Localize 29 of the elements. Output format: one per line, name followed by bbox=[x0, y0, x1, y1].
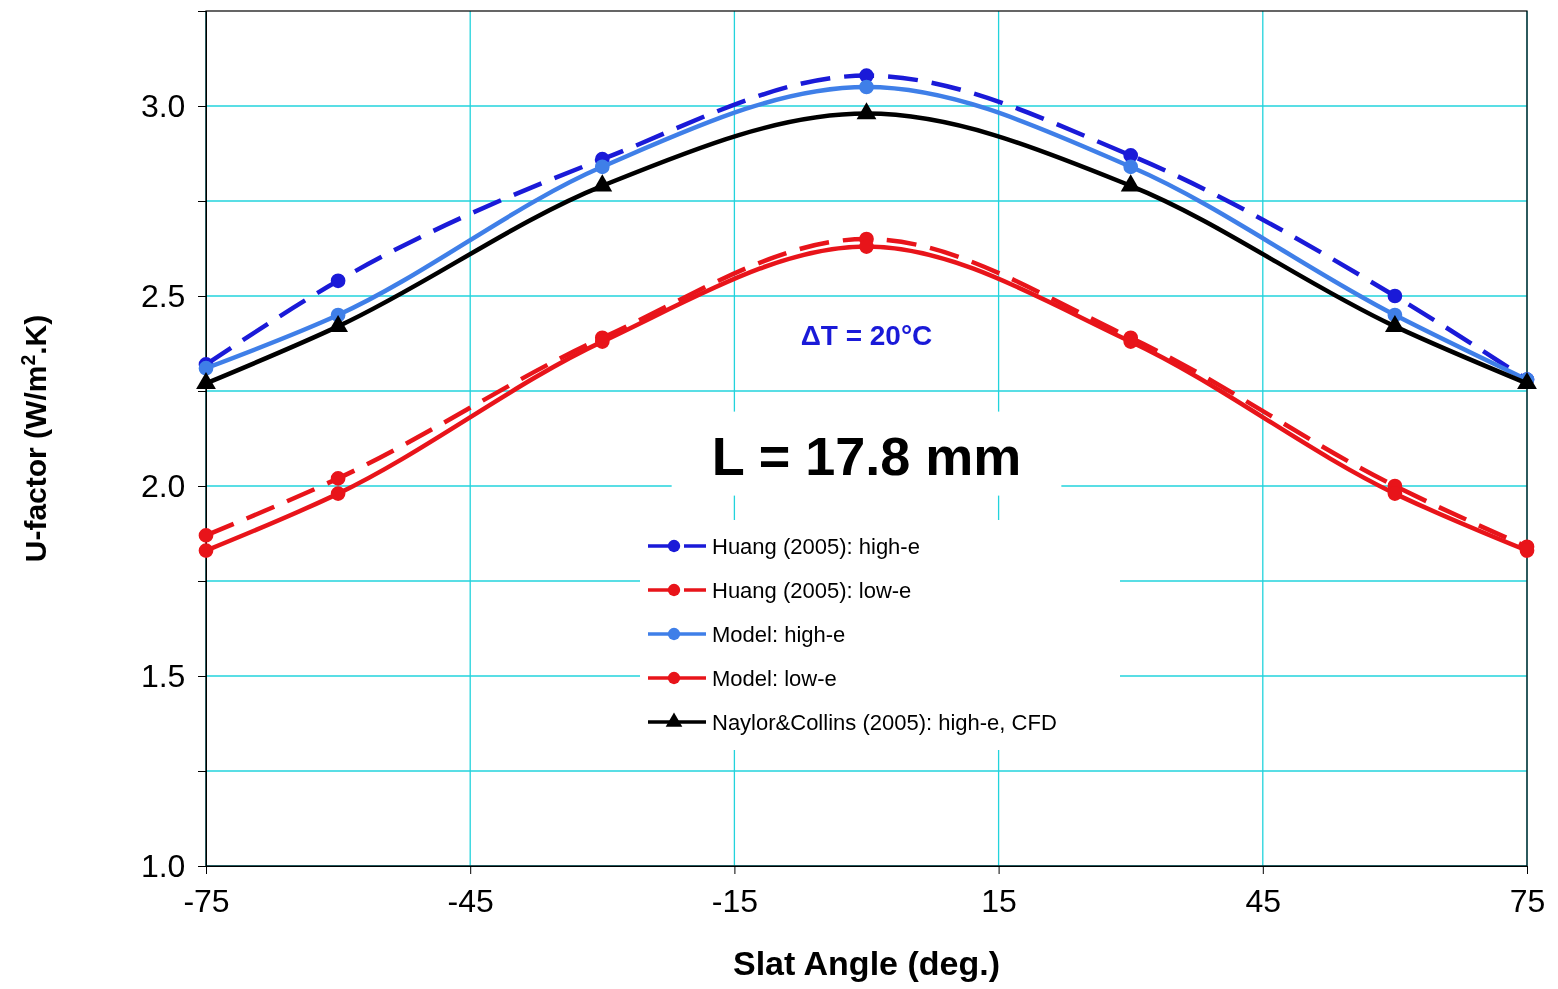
point bbox=[1387, 288, 1403, 304]
point bbox=[1123, 159, 1139, 175]
x-tick-label: -15 bbox=[711, 883, 759, 920]
legend-label: Model: high-e bbox=[712, 622, 846, 647]
point bbox=[330, 486, 346, 501]
y-tick-label: 2.0 bbox=[140, 467, 186, 504]
annotation: ΔT = 20°C bbox=[800, 320, 933, 352]
point bbox=[330, 471, 346, 486]
legend-label: Huang (2005): low-e bbox=[712, 578, 912, 603]
x-tick-label: -45 bbox=[447, 883, 494, 920]
x-axis-title: Slat Angle (deg.) bbox=[733, 944, 1000, 982]
y-tick-label: 1.0 bbox=[140, 847, 186, 884]
legend-label: Huang (2005): high-e bbox=[712, 534, 920, 559]
legend-label: Model: low-e bbox=[712, 666, 837, 691]
point bbox=[198, 543, 214, 558]
point bbox=[594, 159, 610, 175]
x-tick-label: 15 bbox=[981, 883, 1017, 920]
y-tick-label: 1.5 bbox=[140, 657, 186, 694]
y-tick-label: 3.0 bbox=[140, 87, 186, 124]
annotation: L = 17.8 mm bbox=[711, 425, 1022, 486]
point bbox=[859, 79, 874, 95]
point bbox=[198, 528, 214, 543]
x-tick-label: 45 bbox=[1245, 883, 1282, 920]
y-tick-label: 2.5 bbox=[140, 277, 186, 314]
legend-label: Naylor&Collins (2005): high-e, CFD bbox=[712, 710, 1057, 735]
point bbox=[330, 273, 346, 289]
x-tick-label: -75 bbox=[183, 883, 230, 920]
point bbox=[198, 360, 214, 376]
x-tick-label: 75 bbox=[1509, 883, 1546, 920]
